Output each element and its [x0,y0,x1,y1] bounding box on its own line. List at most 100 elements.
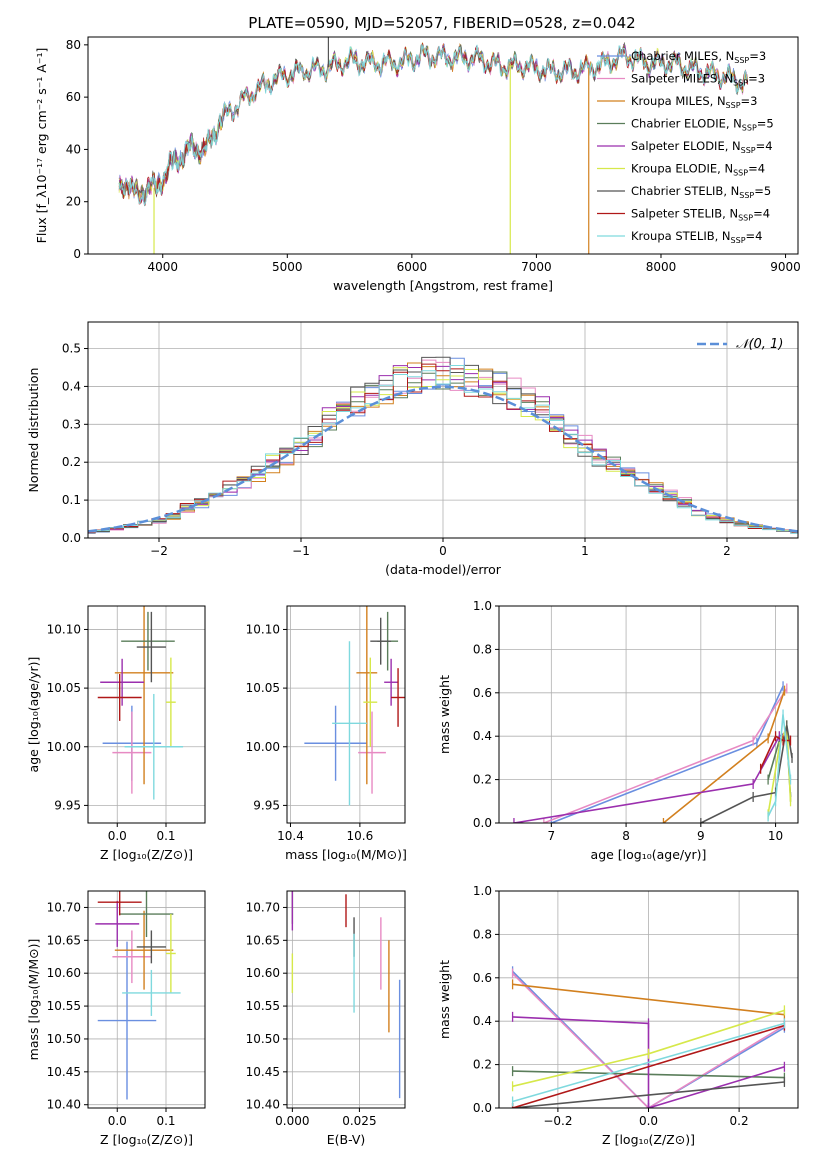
axes-frame [498,605,799,824]
y-tick-label: 10.65 [47,933,81,947]
weight-line [767,714,792,817]
x-tick-label: 0.1 [156,829,175,843]
plot-area [291,891,401,1099]
chart-age-vs-Z: 0.0 0.1 9.95 10.00 10.05 10.10 Z [log₁₀(Z/Z⊙)]… [26,605,206,862]
y-axis-label: mass weight [437,960,452,1039]
y-tick-label: 9.95 [54,798,81,812]
weight-line [512,1024,785,1108]
y-tick-label: 10.55 [246,999,280,1013]
plot-area [118,37,749,254]
x-axis-label: (data-model)/error [385,562,502,577]
x-tick-label: −2 [150,544,168,558]
chart-age-vs-mass: 10.4 10.6 9.95 10.00 10.05 10.10 mass [log₁₀(M… [246,605,407,862]
x-tick-label: 10 [768,829,783,843]
legend: Chabrier MILES, NSSP=3 Salpeter MILES, NS… [597,49,774,245]
y-tick-label: 10.10 [47,622,81,636]
legend-label: Salpeter MILES, NSSP=3 [631,72,765,88]
axes-frame [87,605,206,824]
y-tick-label: 10.45 [246,1065,280,1079]
x-axis-label: Z [log₁₀(Z/Z⊙)] [602,1132,695,1147]
axes-frame [498,890,799,1109]
chart-weight-vs-age: 7 8 9 10 0.0 0.2 0.4 0.6 0.8 1.0 age [log₁₀(age/yr… [437,599,799,862]
y-tick-label: 40 [66,142,81,156]
y-tick-label: 0.1 [62,493,81,507]
y-tick-label: 1.0 [473,884,492,898]
y-tick-label: 10.50 [47,1032,81,1046]
y-tick-label: 0.2 [62,455,81,469]
y-tick-label: 10.40 [246,1098,280,1112]
x-tick-label: 8000 [646,260,677,274]
y-tick-label: 10.70 [47,900,81,914]
x-tick-label: 0 [439,544,447,558]
x-tick-label: 4000 [147,260,178,274]
weight-line [543,688,788,823]
x-axis-label: wavelength [Angstrom, rest frame] [333,278,553,293]
x-tick-label: 0.0 [108,829,127,843]
x-tick-label: 9 [697,829,705,843]
x-tick-label: 0.2 [730,1114,749,1128]
y-tick-label: 10.65 [246,933,280,947]
x-axis-label: Z [log₁₀(Z/Z⊙)] [100,847,193,862]
x-tick-label: 2 [723,544,731,558]
y-tick-label: 0.4 [62,379,81,393]
y-tick-label: 10.40 [47,1098,81,1112]
y-tick-label: 10.45 [47,1065,81,1079]
y-tick-label: 0.4 [473,1014,492,1028]
y-tick-label: 0.2 [473,773,492,787]
x-tick-label: 1 [581,544,589,558]
legend-label: Salpeter STELIB, NSSP=4 [631,207,770,223]
x-axis-label: mass [log₁₀(M/M⊙)] [285,847,407,862]
spectrum-line [118,44,748,207]
y-tick-label: 10.00 [47,740,81,754]
y-tick-label: 0.0 [473,1101,492,1115]
y-tick-label: 60 [66,90,81,104]
y-tick-label: 10.05 [246,681,280,695]
x-tick-label: 0.0 [108,1114,127,1128]
x-tick-label: 8 [622,829,630,843]
y-tick-label: 10.55 [47,999,81,1013]
x-tick-label: 7000 [521,260,552,274]
plot-area [88,356,798,534]
y-tick-label: 0.5 [62,342,81,356]
legend-label: Kroupa ELODIE, NSSP=4 [631,162,765,178]
y-tick-label: 0.0 [473,816,492,830]
y-tick-label: 0.8 [473,642,492,656]
y-tick-label: 0.2 [473,1058,492,1072]
figure-title: PLATE=0590, MJD=52057, FIBERID=0528, z=0… [248,14,635,32]
plot-area [513,681,793,823]
x-axis-label: Z [log₁₀(Z/Z⊙)] [100,1132,193,1147]
y-tick-label: 9.95 [253,798,280,812]
y-tick-label: 10.50 [246,1032,280,1046]
chart-mass-vs-EBV: 0.000 0.025 10.40 10.45 10.50 10.55 10.60 10.65… [246,890,406,1147]
chart-residuals: −2 −1 0 1 2 0.0 0.1 0.2 0.3 0.4 0.5 (data-model)/er… [26,321,799,577]
weight-line [512,1022,785,1103]
y-tick-label: 80 [66,38,81,52]
y-tick-label: 0.6 [473,686,492,700]
y-tick-label: 0.6 [473,971,492,985]
x-tick-label: 10.4 [277,829,304,843]
axes-frame [286,890,406,1109]
y-tick-label: 0.8 [473,927,492,941]
x-axis-label: E(B-V) [327,1132,366,1147]
y-tick-label: 0.4 [473,729,492,743]
chart-mass-vs-Z: 0.0 0.1 10.40 10.45 10.50 10.55 10.60 10.65 10.7… [26,890,206,1147]
plot-area [304,606,405,806]
x-tick-label: 0.025 [342,1114,376,1128]
x-tick-label: 10.6 [347,829,374,843]
y-tick-label: 20 [66,195,81,209]
y-tick-label: 1.0 [473,599,492,613]
y-tick-label: 0.3 [62,417,81,431]
x-tick-label: −1 [292,544,310,558]
x-axis-label: age [log₁₀(age/yr)] [591,847,707,862]
y-axis-label: mass [log₁₀(M/M⊙)] [26,939,41,1061]
y-tick-label: 0.0 [62,531,81,545]
plot-area [97,606,184,800]
axes-frame [286,605,406,824]
chart-spectrum: 4000 5000 6000 7000 8000 9000 0 20 40 60 80 wavelen… [34,36,801,293]
y-tick-label: 10.00 [246,740,280,754]
legend-label: Chabrier STELIB, NSSP=5 [631,184,771,200]
weight-line [513,731,788,823]
axes-frame [87,36,799,255]
weight-line [512,983,785,1016]
